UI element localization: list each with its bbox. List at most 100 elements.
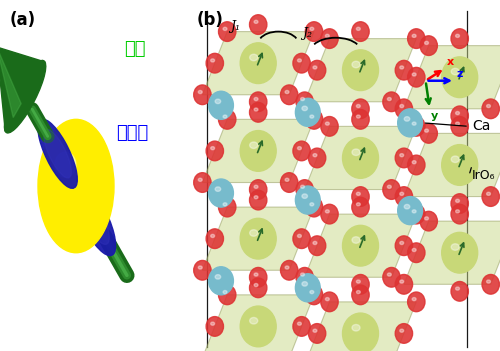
Ellipse shape [300,98,304,101]
Circle shape [218,285,236,305]
Ellipse shape [326,122,330,125]
Text: スピン: スピン [116,124,148,143]
Ellipse shape [313,241,317,245]
Circle shape [250,92,267,112]
Circle shape [240,218,276,259]
Circle shape [408,67,425,87]
Ellipse shape [302,194,308,198]
Text: x: x [446,57,454,67]
Ellipse shape [210,59,214,62]
Polygon shape [202,32,314,95]
Ellipse shape [310,27,314,31]
Polygon shape [304,214,416,277]
Ellipse shape [456,122,460,125]
Ellipse shape [326,34,330,38]
Ellipse shape [400,192,404,196]
Ellipse shape [44,130,72,178]
Ellipse shape [412,161,416,164]
Ellipse shape [300,273,304,276]
Circle shape [250,190,267,210]
Circle shape [383,180,400,199]
Circle shape [250,267,267,287]
Circle shape [352,285,369,305]
Circle shape [218,197,236,217]
Circle shape [293,317,310,336]
Polygon shape [202,207,314,270]
Circle shape [408,204,425,224]
Circle shape [451,282,468,301]
Circle shape [240,43,276,84]
Ellipse shape [215,187,220,191]
Ellipse shape [80,192,110,244]
Ellipse shape [310,115,314,118]
Circle shape [206,141,224,161]
Circle shape [240,306,276,347]
Ellipse shape [298,234,302,238]
Text: (a): (a) [10,11,36,28]
Ellipse shape [412,298,416,301]
Circle shape [420,211,438,231]
Ellipse shape [412,122,416,125]
Circle shape [321,117,338,136]
Ellipse shape [456,34,460,38]
Ellipse shape [198,266,202,269]
Circle shape [296,92,314,112]
Circle shape [208,267,234,295]
Text: IrO₆: IrO₆ [472,169,496,182]
Ellipse shape [250,54,258,61]
Ellipse shape [388,98,392,101]
Ellipse shape [404,117,410,121]
Ellipse shape [298,147,302,150]
Ellipse shape [254,185,258,188]
Circle shape [442,145,478,185]
Circle shape [280,173,298,192]
Circle shape [208,91,234,119]
Ellipse shape [285,266,289,269]
Circle shape [194,85,211,105]
Circle shape [342,225,378,266]
Circle shape [408,29,425,48]
Circle shape [308,324,326,343]
Circle shape [308,236,326,256]
Ellipse shape [250,230,258,236]
Ellipse shape [456,199,460,203]
Ellipse shape [198,91,202,94]
Text: y: y [431,111,438,121]
Ellipse shape [451,244,460,250]
Ellipse shape [298,322,302,325]
Ellipse shape [356,105,360,108]
Circle shape [194,260,211,280]
Circle shape [250,102,267,122]
Ellipse shape [456,210,460,213]
Circle shape [398,197,422,225]
Circle shape [38,119,114,253]
Circle shape [352,197,369,217]
Ellipse shape [313,154,317,157]
Text: J₂: J₂ [302,27,312,40]
Circle shape [420,36,438,55]
Ellipse shape [55,152,76,177]
Polygon shape [304,39,416,102]
Ellipse shape [313,66,317,69]
Circle shape [321,292,338,312]
Circle shape [296,180,314,199]
Polygon shape [0,47,45,131]
Circle shape [240,131,276,171]
Circle shape [395,274,412,294]
Circle shape [398,109,422,137]
Ellipse shape [400,105,404,108]
Ellipse shape [254,20,258,24]
Circle shape [194,173,211,192]
Circle shape [451,204,468,224]
Ellipse shape [285,91,289,94]
Ellipse shape [486,192,490,196]
Ellipse shape [412,34,416,38]
Ellipse shape [412,73,416,76]
Circle shape [293,229,310,249]
Ellipse shape [210,147,214,150]
Ellipse shape [456,112,460,115]
Ellipse shape [404,204,410,209]
Ellipse shape [400,154,404,157]
Circle shape [342,138,378,178]
Circle shape [342,313,378,351]
